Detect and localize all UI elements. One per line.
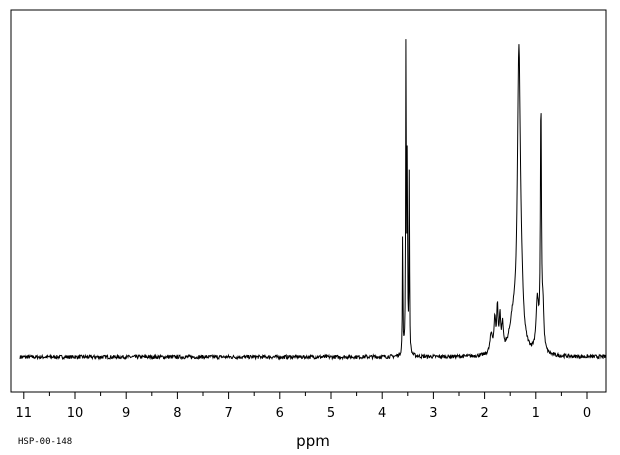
x-axis-ticks xyxy=(23,392,588,399)
plot-frame xyxy=(10,9,607,393)
x-tick-label: 1 xyxy=(532,406,540,421)
sample-id-label: HSP-00-148 xyxy=(18,437,72,447)
x-tick-label: 11 xyxy=(16,406,33,421)
x-tick-label: 10 xyxy=(67,406,84,421)
spectrum-line xyxy=(19,39,607,361)
x-tick-label: 7 xyxy=(224,406,232,421)
x-tick-label: 8 xyxy=(173,406,181,421)
x-tick-label: 4 xyxy=(378,406,386,421)
x-tick-label: 2 xyxy=(480,406,488,421)
x-tick-label: 0 xyxy=(583,406,591,421)
x-tick-label: 9 xyxy=(122,406,130,421)
x-tick-label: 6 xyxy=(276,406,284,421)
x-tick-label: 3 xyxy=(429,406,437,421)
x-tick-label: 5 xyxy=(327,406,335,421)
x-axis-title: ppm xyxy=(296,432,330,450)
x-axis-tick-labels: 11 10 9 8 7 6 5 4 3 2 1 0 xyxy=(16,406,592,421)
